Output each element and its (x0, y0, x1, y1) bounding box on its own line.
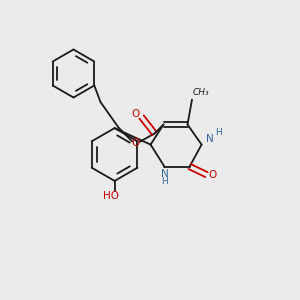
Text: CH₃: CH₃ (193, 88, 209, 97)
Text: H: H (162, 177, 168, 186)
Text: O: O (131, 138, 140, 148)
Text: HO: HO (103, 191, 119, 201)
Text: O: O (208, 170, 217, 181)
Text: N: N (161, 169, 169, 179)
Text: N: N (206, 134, 214, 144)
Text: H: H (215, 128, 221, 137)
Text: O: O (131, 109, 139, 119)
